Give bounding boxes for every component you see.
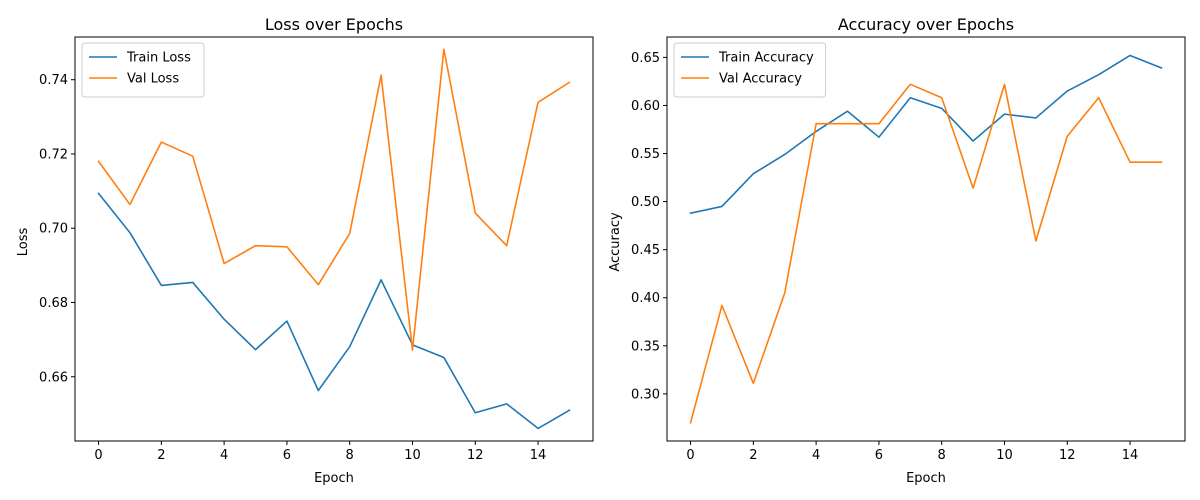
accuracy-y-tick-label: 0.30 xyxy=(631,387,660,402)
loss-series-line-2 xyxy=(97,48,571,351)
accuracy-legend-label-2: Val Accuracy xyxy=(719,72,802,87)
accuracy-series-line-2 xyxy=(689,83,1163,424)
loss-y-tick-label: 0.74 xyxy=(39,73,68,88)
loss-legend: Train Loss Val Loss xyxy=(81,42,205,98)
accuracy-x-tick-label: 6 xyxy=(875,448,883,463)
loss-chart-panel: Loss over Epochs Epoch Loss 0 2 4 6 8 10 12 140… xyxy=(16,15,594,486)
loss-plot-area: 0 2 4 6 8 10 12 14 0.66 0.68 0.70 0.72 0.74 Train Los… xyxy=(39,36,594,463)
accuracy-y-axis-label: Accuracy xyxy=(608,212,623,272)
accuracy-y-tick-label: 0.65 xyxy=(631,51,660,66)
loss-x-tick-label: 8 xyxy=(346,448,354,463)
accuracy-axes-frame xyxy=(666,36,1186,442)
loss-y-tick-label: 0.70 xyxy=(39,222,68,237)
loss-axes-frame xyxy=(74,36,594,442)
loss-legend-label-1: Train Loss xyxy=(126,51,191,66)
accuracy-chart-panel: Accuracy over Epochs Epoch Accuracy 0 2 4 6… xyxy=(608,15,1186,486)
accuracy-series-line-1 xyxy=(689,54,1163,215)
accuracy-legend-label-1: Train Accuracy xyxy=(718,51,814,66)
accuracy-legend: Train Accuracy Val Accuracy xyxy=(673,42,827,98)
loss-x-tick-label: 14 xyxy=(530,448,547,463)
accuracy-x-tick-label: 2 xyxy=(749,448,757,463)
loss-x-tick-label: 4 xyxy=(220,448,228,463)
loss-legend-label-2: Val Loss xyxy=(127,72,179,87)
accuracy-y-tick-label: 0.45 xyxy=(631,243,660,258)
accuracy-x-tick-label: 10 xyxy=(996,448,1013,463)
accuracy-x-tick-label: 4 xyxy=(812,448,820,463)
accuracy-y-tick-label: 0.40 xyxy=(631,291,660,306)
accuracy-y-tick-label: 0.35 xyxy=(631,339,660,354)
accuracy-x-tick-label: 12 xyxy=(1059,448,1076,463)
loss-y-tick-label: 0.72 xyxy=(39,147,68,162)
accuracy-y-tick-label: 0.50 xyxy=(631,195,660,210)
loss-x-axis-label: Epoch xyxy=(314,471,354,486)
accuracy-chart-title: Accuracy over Epochs xyxy=(838,15,1014,34)
accuracy-x-tick-label: 0 xyxy=(686,448,694,463)
loss-x-tick-label: 10 xyxy=(404,448,421,463)
loss-x-tick-label: 2 xyxy=(157,448,165,463)
accuracy-x-tick-label: 8 xyxy=(938,448,946,463)
accuracy-x-axis-label: Epoch xyxy=(906,471,946,486)
loss-x-tick-label: 12 xyxy=(467,448,484,463)
loss-x-tick-label: 6 xyxy=(283,448,291,463)
accuracy-y-tick-label: 0.55 xyxy=(631,147,660,162)
accuracy-plot-area: 0 2 4 6 8 10 12 14 0.30 0.35 0.40 0.45 0.50 0.55 0.60 0… xyxy=(631,36,1186,463)
loss-y-tick-label: 0.66 xyxy=(39,370,68,385)
loss-series-line-1 xyxy=(97,192,571,430)
loss-y-tick-label: 0.68 xyxy=(39,296,68,311)
loss-x-tick-label: 0 xyxy=(94,448,102,463)
accuracy-y-tick-label: 0.60 xyxy=(631,99,660,114)
accuracy-x-tick-label: 14 xyxy=(1122,448,1139,463)
loss-chart-title: Loss over Epochs xyxy=(265,15,403,34)
loss-y-axis-label: Loss xyxy=(16,228,31,257)
accuracy-legend-box xyxy=(673,42,827,98)
